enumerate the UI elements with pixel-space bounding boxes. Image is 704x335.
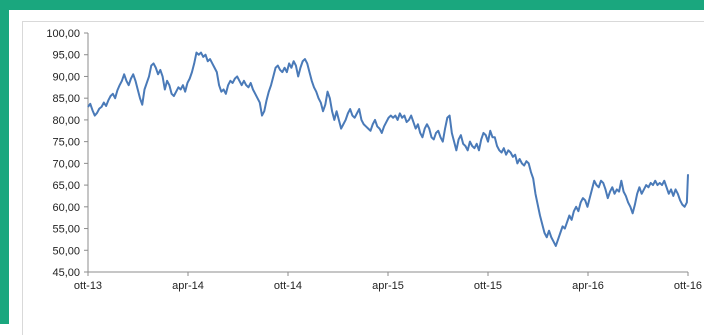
x-tick-label: ott-13 [74,280,102,292]
series-line [87,51,689,247]
y-tick-label: 70,00 [52,158,80,170]
x-tick-label: apr-15 [372,280,404,292]
y-tick-label: 50,00 [52,245,80,257]
y-tick-label: 95,00 [52,50,80,62]
x-tick-label: apr-16 [572,280,604,292]
x-axis: ott-13 apr-14 ott-14 apr-15 ott-15 apr-16 ott-… [74,271,702,292]
y-tick-label: 85,00 [52,93,80,105]
plot-area-box [22,21,704,335]
y-tick-label: 75,00 [52,137,80,149]
x-tick-label: ott-16 [674,280,702,292]
y-tick-label: 80,00 [52,115,80,127]
y-tick-label: 45,00 [52,267,80,279]
y-tick-label: 65,00 [52,180,80,192]
y-axis: 45,00 50,00 55,00 60,00 65,00 70,00 75,00 80,00… [46,28,89,279]
x-tick-label: ott-15 [474,280,502,292]
price-line-chart: 45,00 50,00 55,00 60,00 65,00 70,00 75,00 80,00… [46,28,702,292]
x-tick-label: ott-14 [274,280,302,292]
y-tick-label: 90,00 [52,71,80,83]
y-tick-label: 100,00 [46,28,80,40]
chart-panel [9,10,704,335]
y-tick-label: 60,00 [52,202,80,214]
x-tick-label: apr-14 [172,280,204,292]
y-tick-label: 55,00 [52,224,80,236]
series-group [87,51,689,247]
